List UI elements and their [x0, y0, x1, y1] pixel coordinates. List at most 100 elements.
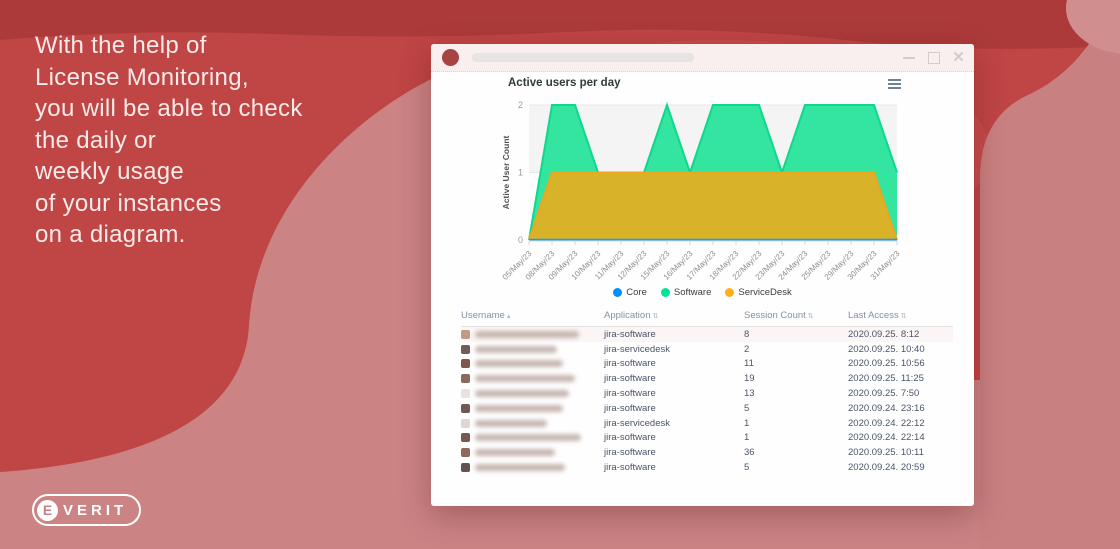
username-cell — [461, 359, 604, 369]
user-avatar — [461, 433, 470, 443]
headline-line: With the help of — [35, 32, 207, 59]
legend-label: Software — [673, 287, 712, 298]
line-servicedesk — [528, 171, 898, 241]
close-button[interactable]: ✕ — [952, 49, 965, 66]
headline-line: of your instances — [35, 189, 222, 217]
table-row[interactable]: jira-servicedesk 2 2020.09.25. 10:40 — [461, 342, 953, 357]
table-row[interactable]: jira-software 19 2020.09.25. 11:25 — [461, 371, 953, 386]
everit-logo: E VERIT — [32, 494, 142, 526]
last-access-cell: 2020.09.24. 20:59 — [848, 462, 925, 474]
table-row[interactable]: jira-software 5 2020.09.24. 23:16 — [461, 401, 953, 416]
user-avatar — [461, 463, 470, 473]
column-header-application[interactable]: Application ⇅ — [604, 310, 659, 321]
application-cell: jira-software — [604, 402, 656, 414]
username-cell — [461, 374, 604, 384]
user-avatar — [461, 448, 470, 458]
last-access-cell: 2020.09.25. 10:40 — [848, 343, 925, 355]
legend-dot — [613, 288, 623, 297]
user-avatar — [461, 389, 470, 399]
user-avatar — [461, 418, 470, 428]
session-count-cell: 5 — [744, 402, 750, 414]
legend-item-servicedesk[interactable]: ServiceDesk — [725, 287, 792, 298]
application-cell: jira-software — [604, 432, 656, 444]
chart-legend: Core Software ServiceDesk — [431, 287, 974, 298]
user-avatar — [461, 329, 470, 339]
y-axis-tick-label: 0 — [518, 235, 523, 245]
last-access-cell: 2020.09.24. 22:12 — [848, 417, 925, 429]
table-row[interactable]: jira-software 1 2020.09.24. 22:14 — [461, 431, 953, 446]
username-cell — [461, 463, 604, 473]
everit-logo-mark: E — [37, 499, 58, 521]
table-row[interactable]: jira-software 8 2020.09.25. 8:12 — [461, 327, 953, 342]
y-axis-tick-label: 2 — [518, 100, 523, 110]
sort-icon: ⇅ — [652, 313, 659, 320]
last-access-cell: 2020.09.25. 10:11 — [848, 447, 924, 459]
headline-line: weekly usage — [35, 158, 185, 185]
column-header-username[interactable]: Username ▴ — [461, 310, 511, 321]
table-body: jira-software 8 2020.09.25. 8:12 jira-se… — [461, 327, 953, 475]
corner-highlight-shape — [1066, 0, 1120, 54]
maximize-icon — [927, 51, 940, 64]
y-axis-title: Active User Count — [501, 135, 511, 209]
dark-top-band-shape — [0, 0, 1120, 49]
username-cell — [461, 403, 604, 413]
application-cell: jira-software — [604, 388, 656, 400]
legend-label: Core — [626, 287, 647, 298]
line-software — [528, 101, 898, 241]
blurred-username — [475, 464, 565, 472]
username-cell — [461, 418, 604, 428]
headline-line: you will be able to check — [35, 95, 303, 122]
session-count-cell: 1 — [744, 432, 750, 444]
application-cell: jira-servicedesk — [604, 417, 670, 429]
table-header-row: Username ▴ Application ⇅ Session Count ⇅ La… — [461, 310, 953, 327]
column-header-session-count[interactable]: Session Count ⇅ — [744, 310, 814, 321]
everit-logo-text: VERIT — [63, 501, 128, 519]
last-access-cell: 2020.09.25. 7:50 — [848, 388, 920, 400]
legend-item-core[interactable]: Core — [613, 287, 647, 298]
application-cell: jira-software — [604, 373, 656, 385]
app-icon — [442, 49, 459, 66]
close-icon: ✕ — [952, 49, 965, 66]
last-access-cell: 2020.09.24. 22:14 — [848, 432, 925, 444]
username-cell — [461, 448, 604, 458]
blurred-username — [475, 449, 555, 457]
usage-chart-svg: 01205/May/2308/May/2309/May/2310/May/231… — [501, 100, 902, 282]
last-access-cell: 2020.09.25. 10:56 — [848, 358, 925, 370]
table-row[interactable]: jira-software 13 2020.09.25. 7:50 — [461, 386, 953, 401]
headline-line: on a diagram. — [35, 221, 186, 248]
application-cell: jira-servicedesk — [604, 343, 670, 355]
headline-line: License Monitoring, — [35, 63, 249, 91]
blurred-username — [475, 419, 547, 427]
username-cell — [461, 329, 604, 339]
application-cell: jira-software — [604, 447, 656, 459]
user-avatar — [461, 359, 470, 369]
table-row[interactable]: jira-software 5 2020.09.24. 20:59 — [461, 460, 953, 475]
session-count-cell: 19 — [744, 373, 755, 385]
application-cell: jira-software — [604, 462, 656, 474]
table-row[interactable]: jira-software 36 2020.09.25. 10:11 — [461, 445, 953, 460]
maximize-button[interactable] — [927, 51, 940, 64]
blurred-username — [475, 434, 581, 442]
table-row[interactable]: jira-software 11 2020.09.25. 10:56 — [461, 357, 953, 372]
chart-menu-icon[interactable] — [888, 79, 902, 91]
headline: With the help of License Monitoring, you… — [35, 30, 365, 251]
headline-line: the daily or — [35, 126, 156, 154]
legend-dot — [725, 288, 735, 297]
chart-title: Active users per day — [508, 77, 621, 89]
session-count-cell: 8 — [744, 328, 750, 340]
area-servicedesk — [529, 172, 897, 240]
rose-right-blob-shape — [980, 12, 1120, 549]
table-row[interactable]: jira-servicedesk 1 2020.09.24. 22:12 — [461, 416, 953, 431]
last-access-cell: 2020.09.25. 11:25 — [848, 373, 924, 385]
session-count-cell: 36 — [744, 447, 755, 459]
sort-icon: ▴ — [506, 313, 511, 320]
app-window: ✕ Active users per day 0 1 2 05/May/23 08/Ma… — [431, 44, 974, 506]
legend-item-software[interactable]: Software — [660, 287, 712, 298]
blurred-username — [475, 345, 557, 353]
column-header-last-access[interactable]: Last Access ⇅ — [848, 310, 907, 321]
minimize-button[interactable] — [902, 51, 915, 64]
user-sessions-table: Username ▴ Application ⇅ Session Count ⇅ La… — [461, 310, 953, 475]
session-count-cell: 1 — [744, 417, 750, 429]
window-titlebar: ✕ — [431, 44, 974, 72]
sort-icon: ⇅ — [807, 313, 814, 320]
